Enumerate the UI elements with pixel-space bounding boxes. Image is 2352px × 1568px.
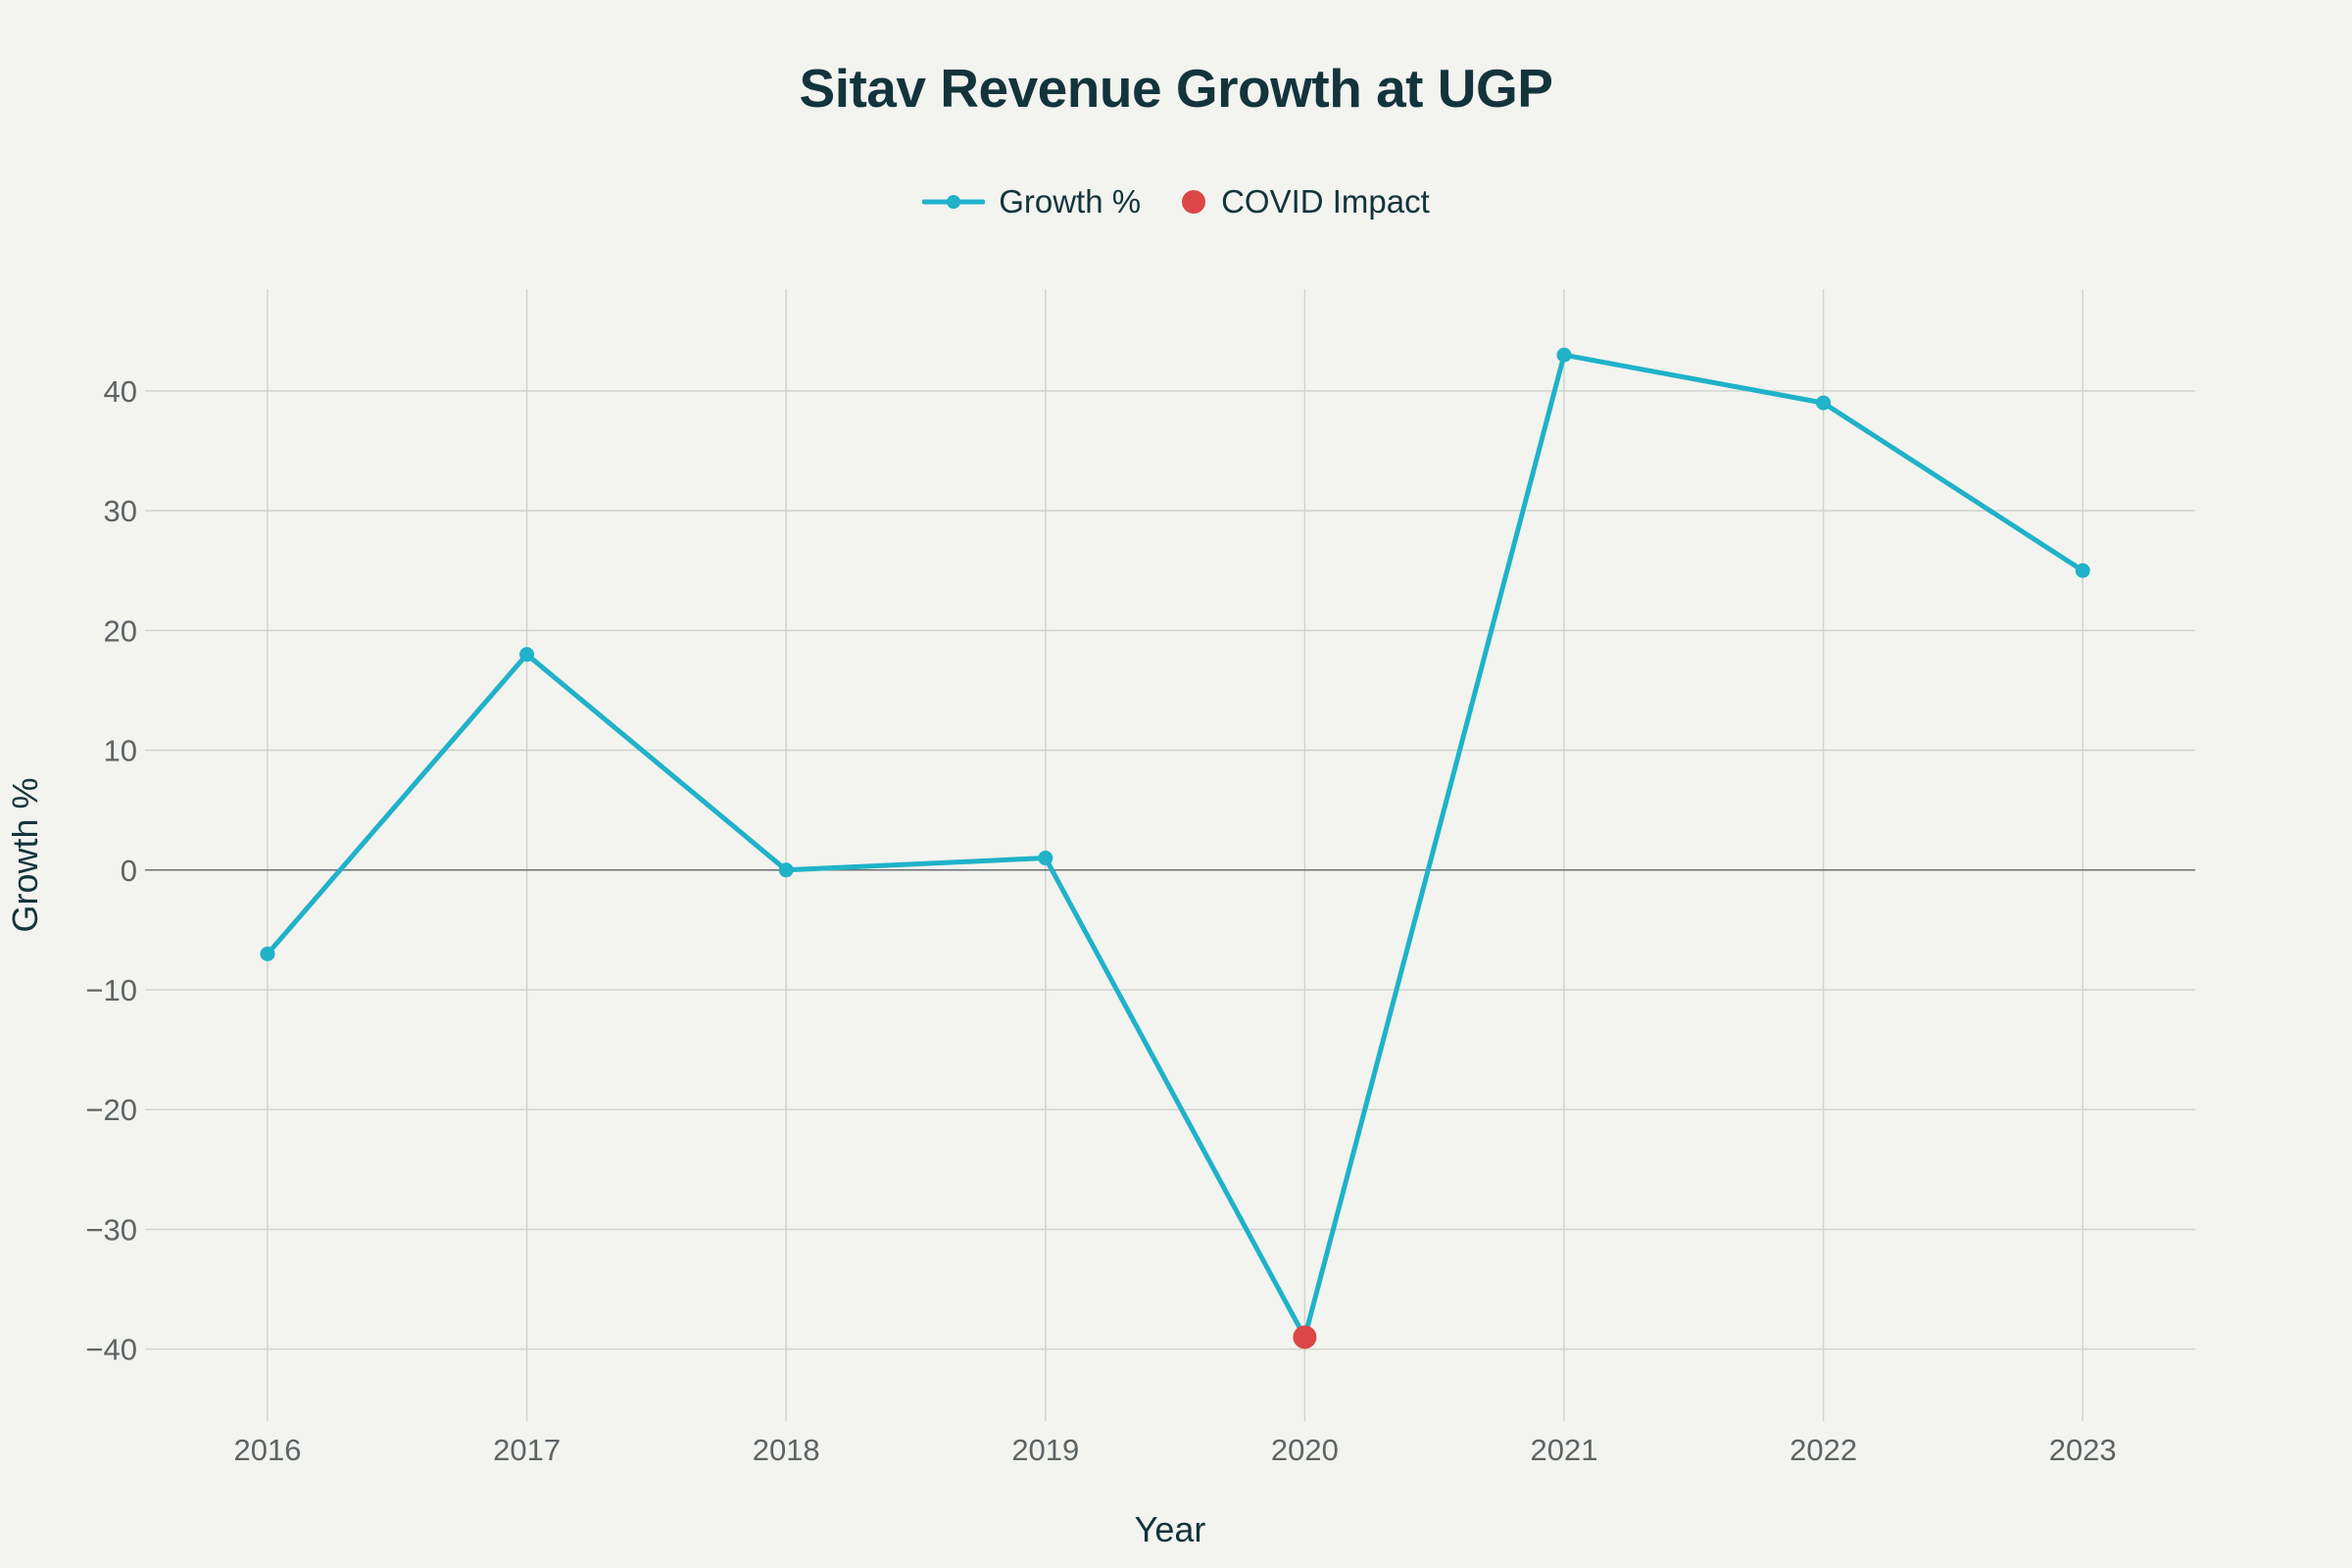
x-tick-label: 2017 (493, 1433, 561, 1467)
x-tick-label: 2019 (1011, 1433, 1079, 1467)
y-axis-title: Growth % (5, 777, 45, 932)
y-tick-label: −40 (85, 1333, 137, 1367)
growth-data-point[interactable] (519, 647, 535, 662)
grid-lines (145, 289, 2195, 1421)
growth-data-point[interactable] (2075, 563, 2090, 578)
y-tick-label: 0 (121, 854, 137, 888)
growth-data-point[interactable] (778, 862, 794, 878)
legend-label-covid: COVID Impact (1221, 183, 1430, 220)
y-tick-label: −10 (85, 973, 137, 1007)
x-tick-label: 2021 (1531, 1433, 1598, 1467)
growth-data-point[interactable] (1816, 395, 1832, 411)
legend-line-marker-icon (922, 195, 986, 209)
series-layer (260, 347, 2090, 1349)
legend-item-growth[interactable]: Growth % (922, 183, 1141, 220)
growth-series-line (265, 352, 2085, 1340)
x-tick-labels: 2016 2017 2018 2019 2020 2021 2022 2023 (234, 1433, 2117, 1467)
legend-label-growth: Growth % (999, 183, 1142, 220)
y-tick-label: 20 (104, 613, 137, 648)
y-tick-label: 40 (104, 374, 137, 409)
y-tick-labels: −40 −30 −20 −10 0 10 20 30 40 (85, 374, 137, 1367)
x-tick-label: 2022 (1789, 1433, 1857, 1467)
x-tick-label: 2018 (753, 1433, 820, 1467)
y-tick-label: 10 (104, 734, 137, 768)
legend-item-covid[interactable]: COVID Impact (1180, 183, 1430, 220)
x-axis-title: Year (1135, 1509, 1206, 1549)
y-tick-label: 30 (104, 494, 137, 528)
x-tick-label: 2020 (1271, 1433, 1339, 1467)
legend: Growth % COVID Impact (0, 178, 2352, 225)
legend-dot-marker-icon (1182, 190, 1206, 214)
y-tick-label: −30 (85, 1212, 137, 1247)
x-tick-label: 2016 (234, 1433, 302, 1467)
growth-data-point[interactable] (260, 946, 275, 961)
y-tick-label: −20 (85, 1093, 137, 1127)
growth-data-point[interactable] (1556, 347, 1572, 363)
covid-impact-point[interactable] (1293, 1325, 1317, 1349)
growth-data-point[interactable] (1038, 851, 1054, 866)
x-tick-label: 2023 (2049, 1433, 2117, 1467)
chart-title: Sitav Revenue Growth at UGP (799, 58, 1553, 119)
